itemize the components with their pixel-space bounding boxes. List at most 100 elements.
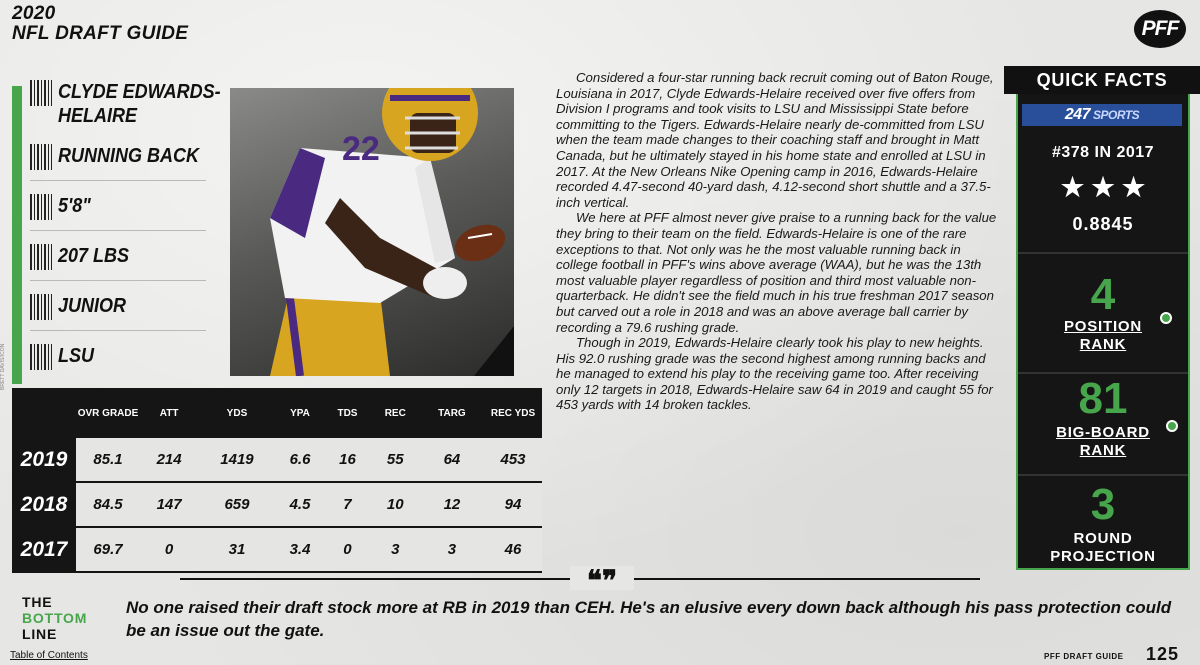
- stats-table: OVR GRADE ATT YDS YPA TDS REC TARG REC Y…: [12, 388, 542, 573]
- photo-corner-accent: [474, 326, 514, 376]
- table-cell: 1419: [198, 438, 276, 483]
- jersey-number: 22: [342, 130, 380, 168]
- bio-divider: [30, 330, 206, 331]
- table-cell: 147: [140, 482, 199, 528]
- pff-logo: PFF: [1134, 10, 1186, 48]
- guide-name: NFL DRAFT GUIDE: [12, 23, 189, 44]
- player-school: LSU: [58, 345, 94, 367]
- table-cell: 659: [198, 482, 276, 528]
- table-cell: 3: [419, 527, 484, 573]
- bio-school: LSU: [30, 344, 98, 370]
- big-board-rank-label: BIG-BOARD RANK: [1056, 424, 1150, 459]
- table-cell: 55: [370, 438, 420, 483]
- stats-header-targ: TARG: [438, 407, 466, 419]
- table-cell: 3: [370, 527, 420, 573]
- panel-divider: [1018, 474, 1188, 476]
- recruit-rank: #378 IN 2017: [1051, 144, 1155, 161]
- player-name-line1: CLYDE EDWARDS-: [58, 81, 221, 103]
- bio-position: RUNNING BACK: [30, 144, 215, 170]
- quick-facts-title: QUICK FACTS: [1004, 66, 1200, 94]
- table-cell: 85.1: [76, 438, 140, 483]
- stats-header-tds: TDS: [337, 407, 358, 419]
- barcode-icon: [30, 244, 52, 270]
- bio-name: CLYDE EDWARDS- HELAIRE: [30, 80, 239, 128]
- barcode-icon: [30, 80, 52, 106]
- stats-header-row: OVR GRADE ATT YDS YPA TDS REC TARG REC Y…: [12, 388, 542, 438]
- quote-icon: ❝❞: [570, 566, 634, 596]
- stats-header-ovr: OVR GRADE: [77, 407, 139, 419]
- bio-divider: [30, 280, 206, 281]
- stats-header-yds: YDS: [226, 407, 248, 419]
- barcode-icon: [30, 344, 52, 370]
- table-cell: 64: [419, 438, 484, 483]
- quick-facts-panel: [1016, 94, 1190, 570]
- 247sports-logo: 247 SPORTS: [1022, 104, 1182, 126]
- round-projection-value: 3: [1090, 480, 1116, 529]
- guide-year: 2020: [12, 3, 56, 24]
- table-of-contents-link[interactable]: Table of Contents: [10, 650, 88, 661]
- table-row: 2017 69.7 0 31 3.4 0 3 3 46: [12, 527, 542, 573]
- panel-divider: [1018, 252, 1188, 254]
- table-cell: 46: [484, 527, 542, 573]
- table-cell: 7: [324, 482, 371, 528]
- player-illustration: 22: [270, 88, 506, 376]
- recruit-rating: 0.8845: [1072, 214, 1134, 234]
- position-rank-label: POSITION RANK: [1063, 318, 1143, 353]
- report-paragraph: Considered a four-star running back recr…: [556, 70, 994, 210]
- table-cell: 10: [370, 482, 420, 528]
- table-cell: 0: [324, 527, 371, 573]
- player-class: JUNIOR: [58, 295, 127, 317]
- accent-bar: [12, 86, 22, 384]
- bio-class: JUNIOR: [30, 294, 134, 320]
- table-cell: 0: [140, 527, 199, 573]
- player-height: 5'8": [58, 195, 91, 217]
- table-cell-year: 2018: [12, 482, 76, 528]
- bio-divider: [30, 230, 206, 231]
- table-cell: 453: [484, 438, 542, 483]
- stats-header-ypa: YPA: [290, 407, 310, 419]
- info-dot-icon[interactable]: [1166, 420, 1178, 432]
- barcode-icon: [30, 294, 52, 320]
- table-row: 2018 84.5 147 659 4.5 7 10 12 94: [12, 482, 542, 528]
- table-cell: 16: [324, 438, 371, 483]
- table-cell: 214: [140, 438, 199, 483]
- table-cell: 4.5: [275, 482, 325, 528]
- info-dot-icon[interactable]: [1160, 312, 1172, 324]
- footer-guide-label: PFF DRAFT GUIDE: [1044, 652, 1124, 661]
- player-name-line2: HELAIRE: [58, 105, 138, 127]
- table-cell: 3.4: [275, 527, 325, 573]
- table-cell: 84.5: [76, 482, 140, 528]
- table-cell: 31: [198, 527, 276, 573]
- player-position: RUNNING BACK: [58, 145, 200, 167]
- player-photo: 22: [230, 88, 514, 376]
- page-number: 125: [1146, 644, 1180, 664]
- photo-credit: BRETT DAVIS/ICON: [0, 343, 6, 390]
- bio-weight: 207 LBS: [30, 244, 137, 270]
- bottom-line-text: No one raised their draft stock more at …: [126, 598, 1172, 640]
- scouting-report: Considered a four-star running back recr…: [556, 70, 1000, 413]
- table-cell: 69.7: [76, 527, 140, 573]
- report-paragraph: Though in 2019, Edwards-Helaire clearly …: [556, 335, 993, 413]
- big-board-rank-value: 81: [1078, 374, 1128, 423]
- round-projection-label: ROUND PROJECTION: [1050, 530, 1156, 565]
- bio-divider: [30, 180, 206, 181]
- bio-height: 5'8": [30, 194, 94, 220]
- stats-header-rec: REC: [384, 407, 406, 419]
- panel-divider: [1018, 372, 1188, 374]
- barcode-icon: [30, 194, 52, 220]
- stats-header-year: [12, 388, 76, 438]
- report-paragraph: We here at PFF almost never give praise …: [556, 210, 997, 335]
- player-weight: 207 LBS: [58, 245, 130, 267]
- table-cell: 94: [484, 482, 542, 528]
- barcode-icon: [30, 144, 52, 170]
- table-cell-year: 2017: [12, 527, 76, 573]
- table-row: 2019 85.1 214 1419 6.6 16 55 64 453: [12, 438, 542, 483]
- stats-header-recyds: REC YDS: [490, 407, 536, 419]
- table-cell: 6.6: [275, 438, 325, 483]
- position-rank-value: 4: [1090, 270, 1116, 319]
- guide-title: 2020 NFL DRAFT GUIDE: [12, 4, 188, 44]
- table-cell-year: 2019: [12, 438, 76, 483]
- bottom-line-label: THE BOTTOM LINE: [22, 594, 88, 642]
- star-rating-icon: ★ ★ ★: [1060, 172, 1146, 202]
- table-cell: 12: [419, 482, 484, 528]
